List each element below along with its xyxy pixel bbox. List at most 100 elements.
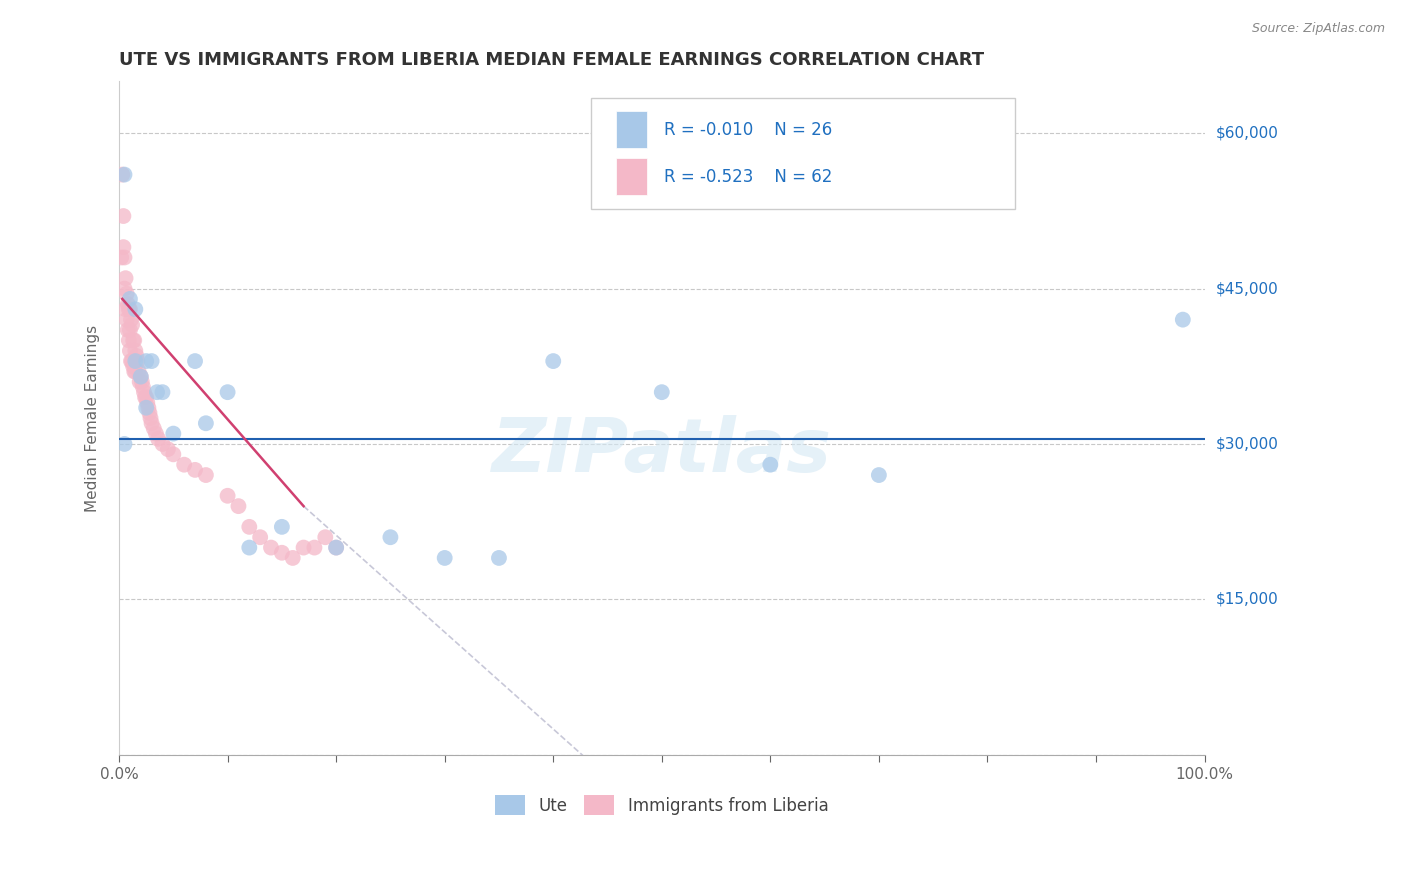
Point [112,209,135,223]
Point [433,550,456,565]
Point [217,385,239,400]
Point [122,364,145,378]
Point [129,369,152,384]
Text: R = -0.523    N = 62: R = -0.523 N = 62 [664,168,832,186]
Point [868,468,890,483]
Point [114,281,136,295]
Text: Source: ZipAtlas.com: Source: ZipAtlas.com [1251,22,1385,36]
Point [1171,312,1194,326]
Point [260,541,283,555]
Text: $30,000: $30,000 [1216,436,1278,451]
Point [120,354,142,368]
Point [129,369,152,384]
Point [304,541,326,555]
Point [759,458,782,472]
Point [122,334,145,348]
Point [270,520,292,534]
Point [138,401,160,415]
Point [156,442,179,457]
Point [114,271,136,285]
Point [270,546,292,560]
Point [292,541,315,555]
Legend: Ute, Immigrants from Liberia: Ute, Immigrants from Liberia [488,789,835,822]
Point [110,251,132,265]
Point [124,302,146,317]
Point [380,530,402,544]
Text: $45,000: $45,000 [1216,281,1278,296]
Bar [616,112,647,148]
Point [118,343,141,358]
Point [115,286,138,301]
Point [127,354,149,368]
Point [128,375,150,389]
Point [228,499,250,513]
Y-axis label: Median Female Earnings: Median Female Earnings [86,325,100,512]
Point [117,323,139,337]
Point [488,550,510,565]
Point [118,292,141,306]
Point [118,302,141,317]
Point [121,318,143,332]
Point [131,375,153,389]
Point [325,541,347,555]
Point [128,364,150,378]
Point [238,541,260,555]
Point [134,390,156,404]
Point [117,297,139,311]
Point [122,359,145,374]
Point [111,168,134,182]
Text: $15,000: $15,000 [1216,592,1278,607]
Point [138,406,160,420]
Point [145,426,167,441]
Point [152,437,174,451]
Point [194,416,217,430]
Point [132,380,155,394]
Point [141,416,163,430]
Point [141,354,163,368]
Point [184,354,207,368]
Point [217,489,239,503]
Point [122,334,145,348]
Point [281,550,304,565]
Point [132,385,155,400]
Bar [616,159,647,195]
Point [194,468,217,483]
Point [118,323,141,337]
Point [124,343,146,358]
Point [249,530,271,544]
Point [651,385,673,400]
Point [142,421,165,435]
Point [124,354,146,368]
Point [238,520,260,534]
Point [146,385,169,400]
Point [114,437,136,451]
Point [325,541,347,555]
Point [146,432,169,446]
Point [173,458,195,472]
Point [135,354,157,368]
Point [114,168,136,182]
Point [314,530,336,544]
Text: UTE VS IMMIGRANTS FROM LIBERIA MEDIAN FEMALE EARNINGS CORRELATION CHART: UTE VS IMMIGRANTS FROM LIBERIA MEDIAN FE… [120,51,984,69]
Point [152,385,174,400]
Point [114,302,136,317]
Point [121,354,143,368]
FancyBboxPatch shape [592,98,1015,210]
Point [136,395,159,409]
Point [118,302,141,317]
Point [184,463,207,477]
Point [118,334,141,348]
Text: ZIPatlas: ZIPatlas [492,416,832,488]
Point [135,401,157,415]
Point [120,312,142,326]
Point [162,447,184,461]
Text: $60,000: $60,000 [1216,126,1278,141]
Point [135,390,157,404]
Point [115,312,138,326]
Point [541,354,564,368]
Point [112,240,135,254]
Point [114,251,136,265]
Point [125,349,148,363]
Point [124,364,146,378]
Text: R = -0.010    N = 26: R = -0.010 N = 26 [664,120,832,139]
